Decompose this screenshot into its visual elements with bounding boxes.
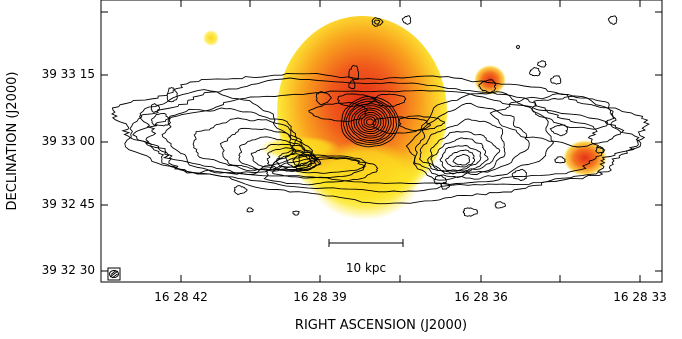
contour-jet [398, 115, 445, 132]
contour-jet [371, 116, 432, 134]
plot-frame [100, 0, 663, 283]
contour-island [150, 113, 172, 127]
heat-east-arm [260, 136, 340, 160]
x-tick-label: 16 28 39 [293, 290, 346, 304]
contour-west-lobe [418, 118, 506, 175]
contour-core [348, 103, 392, 141]
contour-west-lobe [439, 145, 482, 172]
contour-island [554, 156, 566, 164]
xray-heatmap [203, 16, 607, 220]
contour-west-lobe [452, 153, 471, 166]
heat-east-faint-blob [203, 30, 219, 46]
contour-core [345, 100, 395, 143]
y-axis-label: DECLINATION (J2000) [5, 72, 20, 211]
contour-island [166, 86, 178, 103]
contour-core [353, 107, 387, 137]
contour-island [462, 207, 479, 217]
contour-island [549, 124, 569, 137]
contour-island [315, 91, 332, 106]
scale-bar-label: 10 kpc [346, 261, 386, 275]
y-tick-label: 39 33 15 [42, 67, 95, 81]
contour-jet [336, 93, 376, 107]
contour-east-lobe [124, 89, 295, 175]
contour-core [350, 105, 390, 139]
contour-island [607, 15, 618, 25]
contour-island [537, 60, 547, 68]
scale-bar [328, 239, 404, 247]
x-tick-label: 16 28 42 [154, 290, 207, 304]
contour-core [366, 118, 374, 126]
axis-ticks [101, 0, 662, 282]
contour-east-ridge [271, 156, 365, 179]
x-axis-label: RIGHT ASCENSION (J2000) [295, 318, 467, 333]
heat-southwest-blob [563, 140, 607, 176]
contour-outer [139, 77, 642, 193]
x-tick-label: 16 28 33 [613, 290, 666, 304]
contour-west-lobe [445, 149, 476, 168]
y-tick-label: 39 32 45 [42, 197, 95, 211]
contour-island [348, 64, 360, 81]
contour-island [494, 201, 506, 209]
x-tick-label: 16 28 36 [454, 290, 507, 304]
contour-island [401, 15, 412, 25]
contour-west-lobe [430, 137, 489, 173]
contour-outer [111, 72, 650, 205]
contour-island [246, 207, 254, 213]
contour-east-lobe [292, 155, 313, 167]
contour-core [343, 98, 398, 145]
beam-symbol [107, 267, 121, 281]
contour-jet [308, 102, 368, 122]
contour-core [355, 109, 384, 135]
contour-island [233, 185, 248, 196]
heat-lower-lobe [310, 140, 420, 220]
contour-island [549, 75, 562, 85]
contour-west-lobe [414, 102, 530, 178]
contour-east-lobe [266, 147, 322, 172]
contour-island [595, 146, 606, 154]
y-tick-label: 39 32 30 [42, 263, 95, 277]
contour-core [358, 111, 382, 133]
contour-outer [132, 89, 605, 185]
contour-west-tail [531, 95, 616, 130]
contour-island [150, 103, 160, 113]
y-tick-label: 39 33 00 [42, 134, 95, 148]
contour-east-ridge [293, 158, 367, 174]
contour-island [529, 67, 542, 77]
contour-island [515, 45, 521, 50]
contour-west-tail [489, 93, 622, 148]
contour-island [440, 182, 451, 190]
contour-island [371, 17, 384, 28]
contour-east-ridge [263, 154, 379, 186]
contour-west-lobe [427, 131, 501, 175]
contour-island [373, 19, 381, 25]
contour-core [340, 96, 400, 148]
contour-core [360, 114, 379, 130]
contour-island [511, 168, 527, 182]
radio-contours [111, 15, 650, 217]
contour-island [348, 80, 356, 90]
contour-east-lobe [276, 150, 321, 171]
contour-jet [373, 93, 407, 107]
contour-island [478, 79, 497, 94]
contour-island [292, 210, 300, 216]
contour-west-lobe [405, 91, 555, 181]
